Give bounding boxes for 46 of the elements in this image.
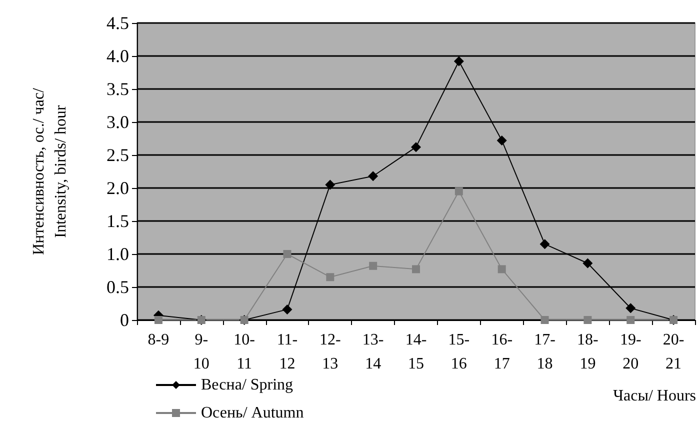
- x-tick-label: 15-16: [448, 332, 470, 372]
- point: [369, 262, 378, 270]
- point: [412, 265, 420, 274]
- legend-label: Весна/ Spring: [201, 376, 294, 394]
- point: [454, 56, 464, 66]
- point: [540, 239, 550, 250]
- point: [496, 135, 507, 146]
- x-tick-label: 20-21: [662, 332, 684, 372]
- point: [282, 304, 292, 314]
- point: [154, 316, 162, 324]
- x-tick-label: 10-11: [234, 332, 255, 372]
- x-axis-title: Часы/ Hours: [613, 388, 696, 404]
- x-tick-label: 14-15: [405, 332, 427, 372]
- point: [498, 265, 506, 274]
- point: [368, 171, 378, 182]
- x-tick-label: 18-19: [577, 332, 598, 372]
- x-tick-label: 11-12: [276, 332, 298, 372]
- y-tick-label: 0.5: [106, 277, 129, 297]
- point: [582, 258, 593, 268]
- y-tick-label: 2.0: [106, 178, 129, 198]
- x-tick-label: 12-13: [319, 332, 341, 372]
- point: [626, 316, 635, 324]
- point: [584, 316, 592, 324]
- point: [454, 187, 463, 196]
- x-tick-label: 8-9: [148, 332, 170, 348]
- y-tick-label: 1.5: [106, 211, 129, 231]
- y-axis-title: Интенсивность, ос./ час/ Intensity, birds/ hour: [30, 87, 70, 255]
- x-tick-label: 19-20: [620, 332, 642, 372]
- point: [283, 250, 292, 258]
- y-tick-label: 4.5: [106, 13, 129, 33]
- point: [411, 142, 421, 152]
- y-tick-label: 4.0: [106, 46, 129, 66]
- point: [326, 273, 334, 282]
- point: [325, 180, 336, 190]
- x-tick-label: 9-10: [193, 332, 210, 372]
- y-tick-label: 3.5: [106, 79, 129, 99]
- y-tick-label: 1.0: [106, 244, 129, 264]
- x-tick-label: 13-14: [362, 332, 384, 372]
- point: [626, 303, 636, 314]
- y-tick-label: 3.0: [106, 112, 129, 132]
- x-tick-label: 16-17: [491, 332, 513, 372]
- y-tick-label: 0: [120, 310, 129, 330]
- point: [540, 316, 549, 324]
- x-tick-label: 17-18: [534, 332, 556, 372]
- y-tick-label: 2.5: [106, 145, 129, 165]
- legend-label: Осень/ Autumn: [201, 404, 304, 422]
